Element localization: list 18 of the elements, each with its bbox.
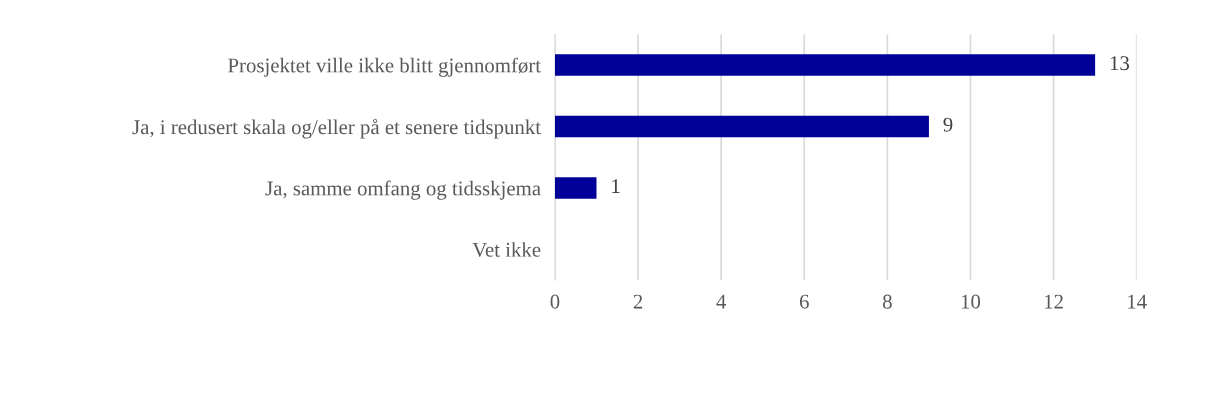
x-tick-label: 8 [882, 294, 892, 309]
y-tick-label: Ja, samme omfang og tidsskjema [265, 180, 541, 200]
data-label: 13 [1110, 56, 1130, 71]
bar [554, 177, 597, 199]
data-label: 9 [943, 117, 953, 132]
x-tick-label: 6 [799, 294, 809, 309]
y-tick-label: Prosjektet ville ikke blitt gjennomført [228, 57, 541, 77]
x-tick-label: 2 [633, 294, 643, 309]
x-tick-label: 14 [1128, 294, 1147, 309]
x-tick-label: 4 [716, 294, 727, 309]
bar [554, 54, 1096, 76]
bar [554, 115, 929, 138]
y-tick-label: Vet ikke [472, 242, 541, 257]
x-tick-label: 0 [550, 294, 560, 309]
data-label: 1 [612, 179, 620, 193]
x-tick-label: 10 [961, 294, 981, 309]
y-tick-label: Ja, i redusert skala og/eller på et senere tidspunkt [132, 118, 541, 139]
x-tick-label: 12 [1044, 294, 1063, 309]
